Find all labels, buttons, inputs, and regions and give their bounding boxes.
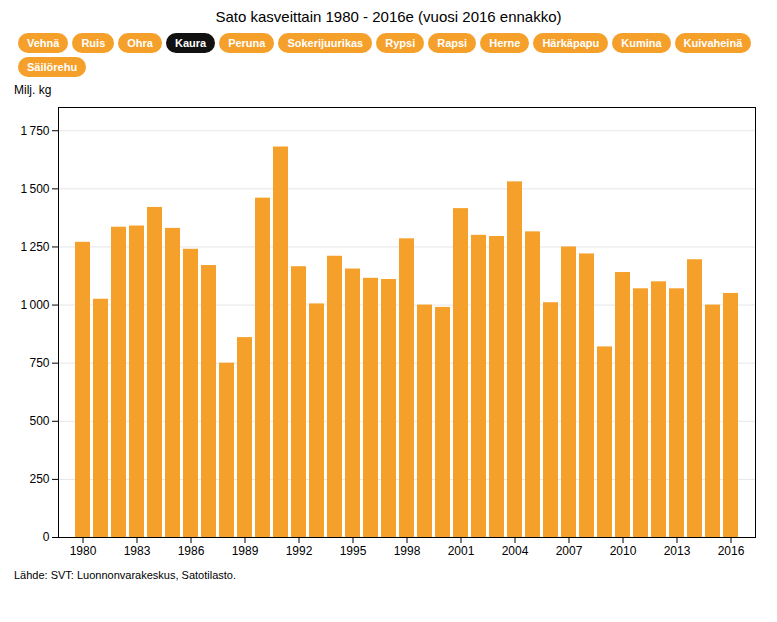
svg-text:0: 0: [43, 530, 50, 544]
html-text:Kuivaheinä: Kuivaheinä: [683, 37, 743, 49]
svg-text:1 000: 1 000: [20, 298, 49, 312]
html-text:Säilörehu: Säilörehu: [27, 61, 78, 73]
html-text:Sato kasveittain 1980 - 2016e: Sato kasveittain 1980 - 2016e (vuosi 201…: [215, 8, 562, 25]
html-text:Milj. kg: Milj. kg: [14, 83, 52, 97]
svg-text:2016: 2016: [718, 544, 745, 558]
svg-text:1992: 1992: [286, 544, 313, 558]
svg-text:1980: 1980: [70, 544, 97, 558]
svg-text:1998: 1998: [394, 544, 421, 558]
svg-text:500: 500: [29, 414, 49, 428]
svg-text:1 250: 1 250: [20, 240, 49, 254]
svg-text:750: 750: [29, 356, 49, 370]
svg-text:1986: 1986: [178, 544, 205, 558]
svg-text:2013: 2013: [664, 544, 691, 558]
html-text:Vehnä: Vehnä: [27, 37, 60, 49]
svg-text:250: 250: [29, 472, 49, 486]
html-text:Ohra: Ohra: [127, 37, 153, 49]
svg-text:2010: 2010: [610, 544, 637, 558]
svg-text:1995: 1995: [340, 544, 367, 558]
html-text:Herne: Herne: [489, 37, 521, 49]
svg-text:1 500: 1 500: [20, 182, 49, 196]
html-text:Härkäpapu: Härkäpapu: [542, 37, 600, 49]
svg-text:1989: 1989: [232, 544, 259, 558]
html-text:Sokerijuurikas: Sokerijuurikas: [287, 37, 364, 49]
html-text:Rapsi: Rapsi: [437, 37, 468, 49]
html-text:Peruna: Peruna: [228, 37, 266, 49]
svg-text:1 750: 1 750: [20, 124, 49, 138]
svg-text:1983: 1983: [124, 544, 151, 558]
html-text:Kaura: Kaura: [174, 37, 207, 49]
svg-text:2007: 2007: [556, 544, 583, 558]
svg-text:2001: 2001: [448, 544, 475, 558]
html-text:Lähde: SVT: Luonnonvarakeskus,: Lähde: SVT: Luonnonvarakeskus, Satotilas…: [14, 569, 236, 581]
html-text:Kumina: Kumina: [621, 37, 662, 49]
html-text:Ruis: Ruis: [81, 37, 106, 49]
svg-text:2004: 2004: [502, 544, 529, 558]
html-text:Rypsi: Rypsi: [385, 37, 416, 49]
